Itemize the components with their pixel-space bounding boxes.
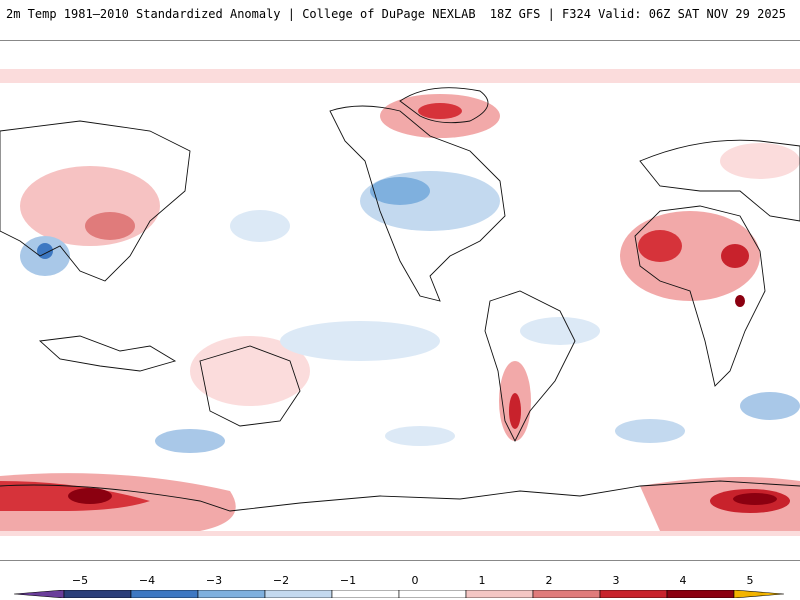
warm-anomaly-regions bbox=[0, 69, 800, 536]
indian-ocean-cool-anomaly bbox=[740, 392, 800, 420]
anomaly-map bbox=[0, 40, 800, 561]
north-america-cool-core bbox=[370, 177, 430, 205]
colorbar-segment bbox=[398, 590, 467, 598]
arctic-warm-band bbox=[0, 69, 800, 83]
colorbar-tick-label: 5 bbox=[746, 574, 754, 587]
map-canvas bbox=[0, 69, 800, 536]
north-pacific-cool-anomaly bbox=[230, 210, 290, 242]
north-america-outline bbox=[329, 105, 506, 302]
colorbar-tick-label: −5 bbox=[71, 574, 89, 587]
africa-outline bbox=[634, 205, 766, 387]
antarctic-extreme-east bbox=[733, 493, 777, 505]
map-header: 2m Temp 1981–2010 Standardized Anomaly |… bbox=[0, 0, 800, 30]
anomaly-colorbar: −5 −4 −3 −2 −1 0 1 2 3 4 5 bbox=[0, 568, 800, 600]
colorbar-strip bbox=[14, 590, 784, 598]
colorbar-segment bbox=[532, 590, 601, 598]
tropical-pacific-cool-anomaly bbox=[280, 321, 440, 361]
south-atlantic-cool-anomaly bbox=[520, 317, 600, 345]
southern-warm-band bbox=[0, 531, 800, 536]
colorbar-segment bbox=[666, 590, 735, 598]
map-title: 2m Temp 1981–2010 Standardized Anomaly |… bbox=[6, 7, 476, 21]
colorbar-tick-label: 4 bbox=[679, 574, 687, 587]
east-africa-extreme bbox=[735, 295, 745, 307]
colorbar-segment bbox=[130, 590, 199, 598]
south-pacific-east-cool-anomaly bbox=[385, 426, 455, 446]
colorbar-tick-label: 3 bbox=[612, 574, 620, 587]
colorbar-tick-label: 0 bbox=[411, 574, 419, 587]
australia-warm-anomaly bbox=[190, 336, 310, 406]
colorbar-segment bbox=[197, 590, 266, 598]
colorbar-segment bbox=[63, 590, 132, 598]
chile-warm-core bbox=[509, 393, 521, 429]
china-warm-core bbox=[85, 212, 135, 240]
europe-outline bbox=[639, 139, 800, 222]
maritime-continent-outline bbox=[38, 335, 177, 372]
east-africa-warm-core bbox=[721, 244, 749, 268]
greenland-warm-core bbox=[418, 103, 462, 119]
asia-outline bbox=[0, 120, 191, 282]
antarctica-outline bbox=[0, 480, 800, 512]
colorbar-tick-label: −1 bbox=[339, 574, 357, 587]
south-pacific-cool-anomaly bbox=[155, 429, 225, 453]
south-america-outline bbox=[484, 290, 576, 443]
colorbar-segment bbox=[264, 590, 333, 598]
colorbar-tick-label: 2 bbox=[545, 574, 553, 587]
colorbar-segment bbox=[599, 590, 668, 598]
west-africa-warm-core bbox=[638, 230, 682, 262]
southern-ocean-cool-anomaly bbox=[615, 419, 685, 443]
colorbar-tick-label: 1 bbox=[478, 574, 486, 587]
colorbar-segment bbox=[465, 590, 534, 598]
greenland-outline bbox=[399, 87, 489, 124]
siberia-warm-anomaly bbox=[720, 143, 800, 179]
colorbar-tick-label: −4 bbox=[138, 574, 156, 587]
colorbar-low-extension bbox=[14, 590, 65, 598]
cool-anomaly-regions bbox=[20, 171, 800, 453]
colorbar-tick-label: −3 bbox=[205, 574, 223, 587]
colorbar-segment bbox=[331, 590, 400, 598]
colorbar-tick-label: −2 bbox=[272, 574, 290, 587]
model-run-info: 18Z GFS | F324 Valid: 06Z SAT NOV 29 202… bbox=[489, 7, 786, 21]
colorbar-high-extension bbox=[733, 590, 784, 598]
coastlines bbox=[0, 87, 800, 512]
antarctic-extreme-west bbox=[68, 488, 112, 504]
australia-outline bbox=[199, 345, 301, 427]
